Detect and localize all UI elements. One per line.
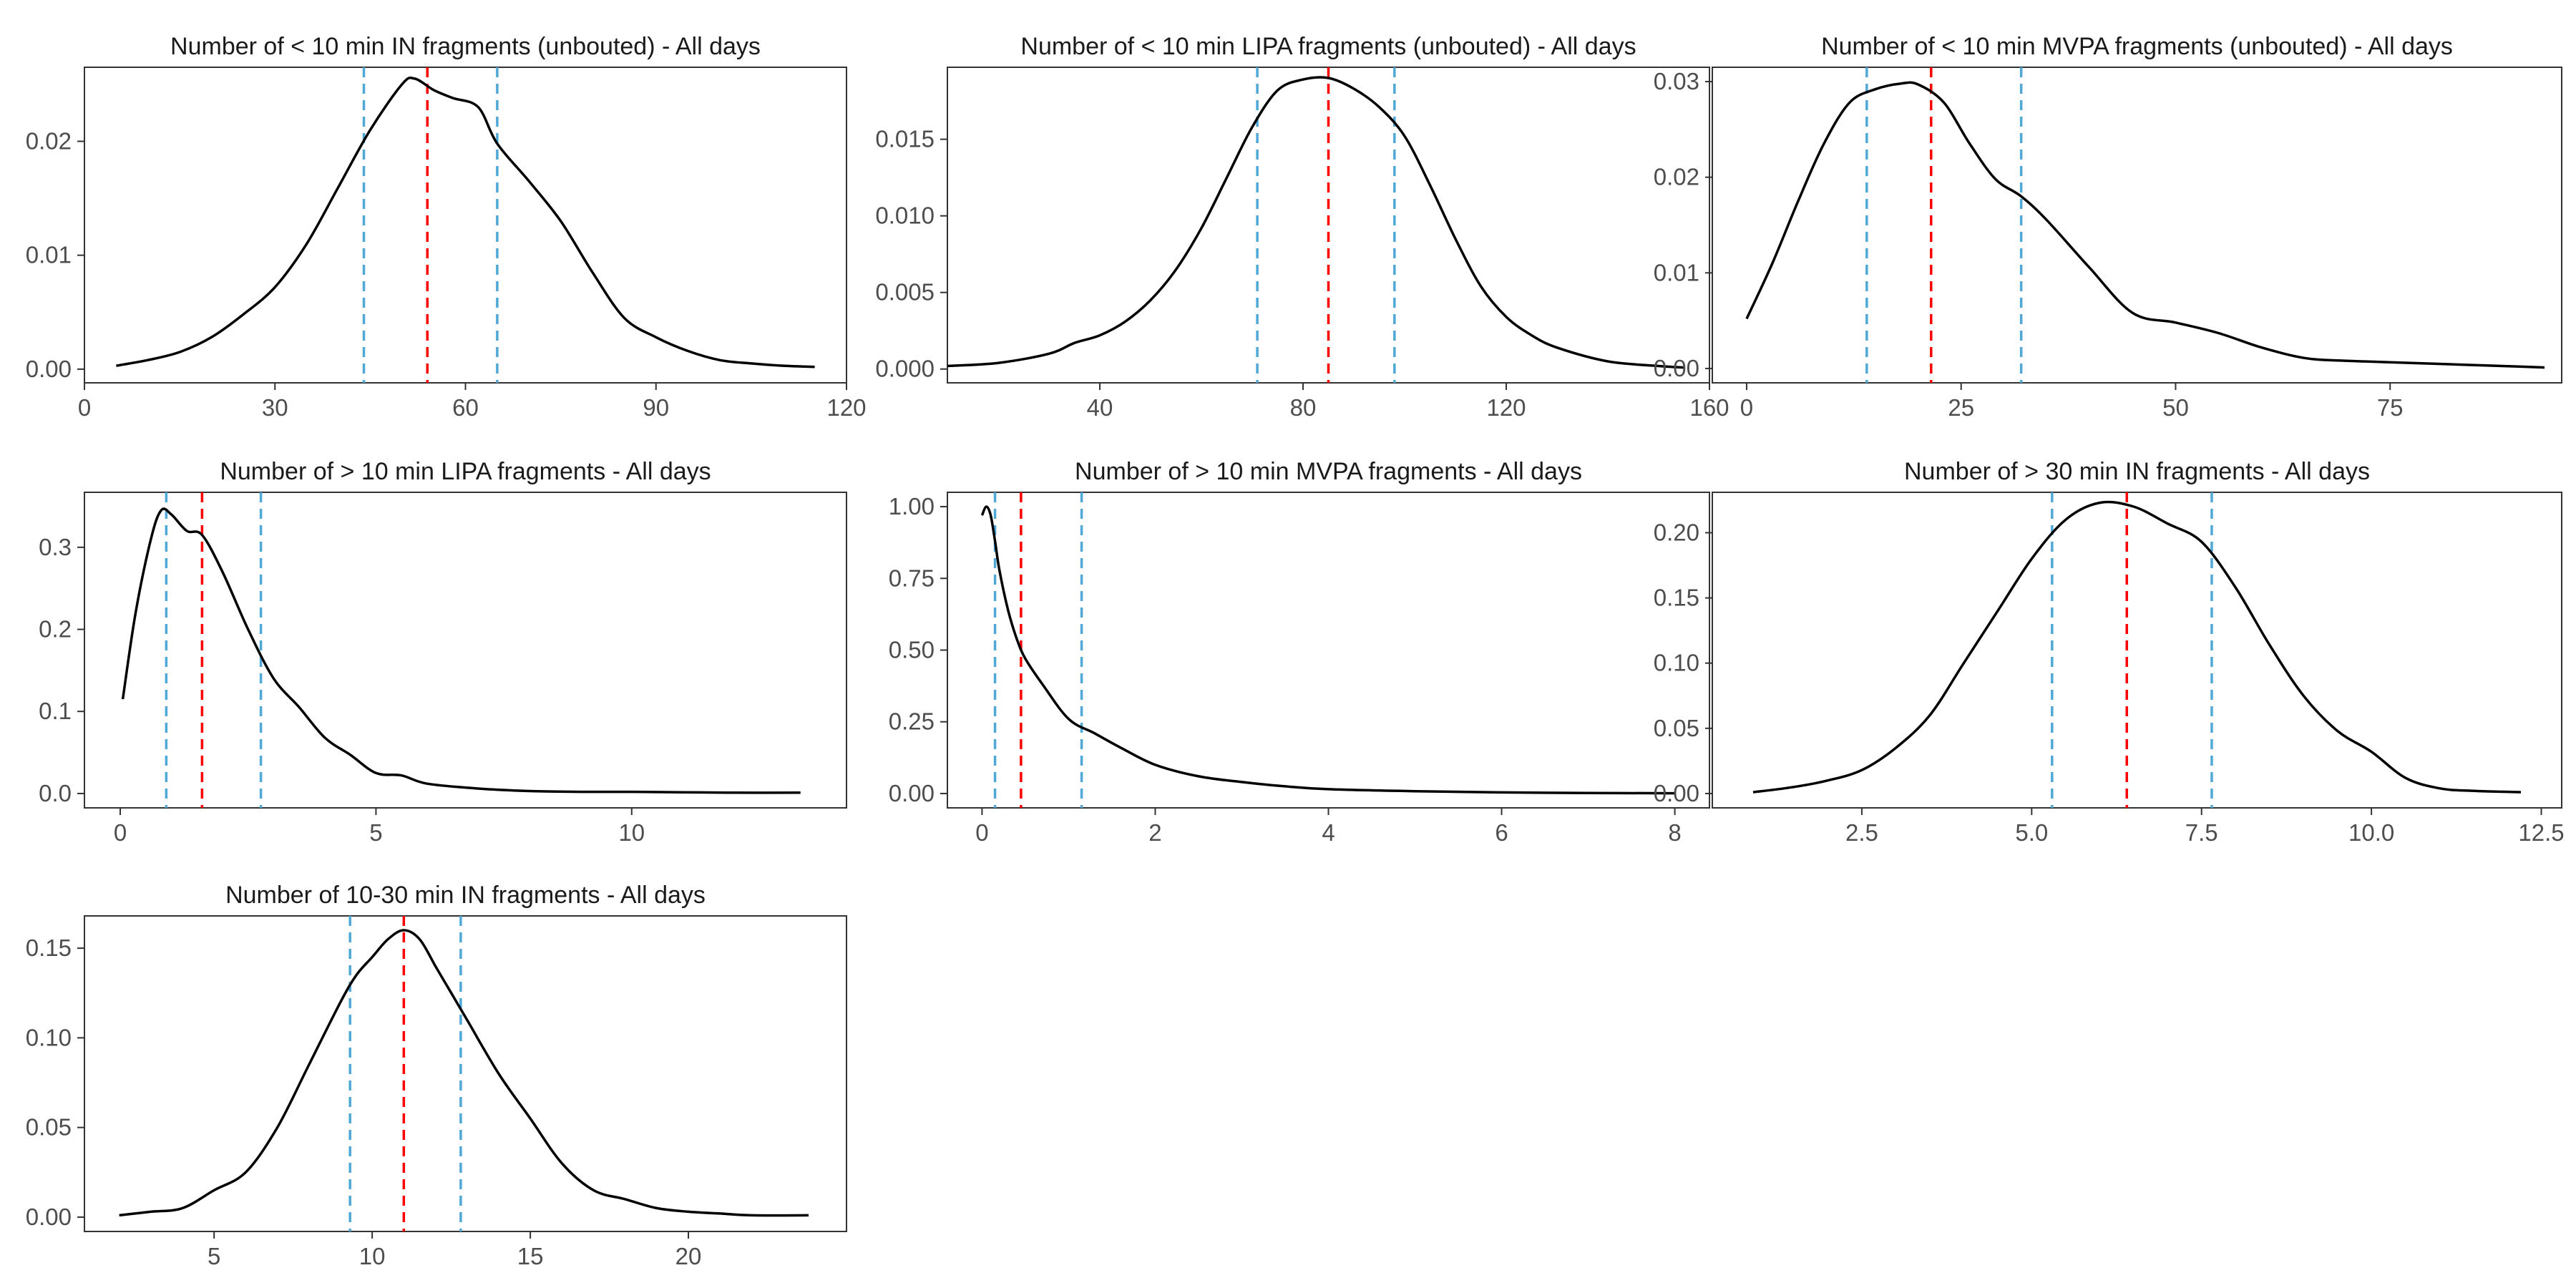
- y-tick-label: 0.02: [26, 127, 72, 154]
- panel-border: [84, 492, 847, 809]
- x-tick-label: 160: [1689, 394, 1729, 421]
- y-tick-label: 0.10: [1654, 650, 1699, 676]
- x-tick-label: 0: [1740, 394, 1753, 421]
- x-tick-label: 25: [1948, 394, 1974, 421]
- x-tick-label: 0: [975, 819, 988, 846]
- chart-panel-3: Number of < 10 min MVPA fragments (unbou…: [1654, 33, 2562, 421]
- y-tick-label: 0.05: [1654, 715, 1699, 741]
- density-curve: [116, 76, 815, 369]
- x-tick-label: 15: [517, 1243, 544, 1269]
- x-tick-label: 80: [1290, 394, 1317, 421]
- panel-border: [1712, 67, 2562, 384]
- x-tick-label: 0: [114, 819, 127, 846]
- y-tick-label: 0.15: [1654, 585, 1699, 611]
- panel-border: [1712, 492, 2562, 809]
- x-tick-label: 30: [262, 394, 288, 421]
- chart-panel-4: Number of > 10 min LIPA fragments - All …: [39, 458, 847, 846]
- x-tick-label: 60: [452, 394, 479, 421]
- chart-panel-7: Number of 10-30 min IN fragments - All d…: [26, 882, 847, 1269]
- y-tick-label: 0.02: [1654, 164, 1699, 190]
- x-tick-label: 4: [1322, 819, 1335, 846]
- y-tick-label: 0.25: [889, 708, 935, 735]
- x-tick-label: 5: [369, 819, 382, 846]
- y-tick-label: 1.00: [889, 493, 935, 519]
- panel-title: Number of > 10 min LIPA fragments - All …: [220, 458, 711, 485]
- y-tick-label: 0.01: [1654, 259, 1699, 286]
- y-tick-label: 0.75: [889, 565, 935, 591]
- density-curve: [1752, 500, 2522, 794]
- chart-panel-5: Number of > 10 min MVPA fragments - All …: [889, 458, 1710, 846]
- density-curve: [1745, 81, 2545, 369]
- x-tick-label: 6: [1495, 819, 1508, 846]
- x-tick-label: 2: [1148, 819, 1161, 846]
- y-tick-label: 0.00: [26, 1204, 72, 1230]
- y-tick-label: 0.15: [26, 935, 72, 961]
- y-tick-label: 0.00: [1654, 355, 1699, 381]
- y-tick-label: 0.00: [889, 780, 935, 806]
- density-curve: [119, 929, 809, 1217]
- x-tick-label: 8: [1668, 819, 1681, 846]
- panel-border: [84, 915, 847, 1232]
- panel-title: Number of 10-30 min IN fragments - All d…: [225, 882, 706, 909]
- density-curve: [947, 76, 1684, 369]
- chart-panel-6: Number of > 30 min IN fragments - All da…: [1654, 458, 2565, 846]
- y-tick-label: 0.1: [39, 698, 72, 724]
- panel-title: Number of > 10 min MVPA fragments - All …: [1075, 458, 1582, 485]
- y-tick-label: 0.50: [889, 637, 935, 663]
- y-tick-label: 0.0: [39, 780, 72, 806]
- panel-title: Number of > 30 min IN fragments - All da…: [1904, 458, 2370, 485]
- density-curve: [121, 507, 801, 794]
- x-tick-label: 120: [826, 394, 866, 421]
- x-tick-label: 7.5: [2185, 819, 2218, 846]
- y-tick-label: 0.05: [26, 1114, 72, 1141]
- x-tick-label: 12.5: [2518, 819, 2564, 846]
- y-tick-label: 0.01: [26, 242, 72, 268]
- y-tick-label: 0.03: [1654, 68, 1699, 94]
- x-tick-label: 5: [208, 1243, 220, 1269]
- y-tick-label: 0.015: [875, 126, 935, 152]
- chart-panel-2: Number of < 10 min LIPA fragments (unbou…: [875, 33, 1729, 421]
- x-tick-label: 20: [675, 1243, 702, 1269]
- y-tick-label: 0.00: [1654, 780, 1699, 806]
- y-tick-label: 0.10: [26, 1024, 72, 1050]
- x-tick-label: 10: [618, 819, 645, 846]
- panel-title: Number of < 10 min LIPA fragments (unbou…: [1020, 33, 1636, 60]
- y-tick-label: 0.2: [39, 616, 72, 643]
- chart-panel-1: Number of < 10 min IN fragments (unboute…: [26, 33, 867, 421]
- x-tick-label: 40: [1087, 394, 1113, 421]
- x-tick-label: 2.5: [1845, 819, 1878, 846]
- panel-border: [84, 67, 847, 384]
- y-tick-label: 0.000: [875, 356, 935, 382]
- x-tick-label: 10: [359, 1243, 386, 1269]
- x-tick-label: 50: [2162, 394, 2189, 421]
- y-tick-label: 0.005: [875, 279, 935, 306]
- panel-title: Number of < 10 min IN fragments (unboute…: [170, 33, 761, 60]
- x-tick-label: 10.0: [2348, 819, 2394, 846]
- x-tick-label: 0: [78, 394, 91, 421]
- y-tick-label: 0.20: [1654, 519, 1699, 545]
- x-tick-label: 75: [2377, 394, 2404, 421]
- x-tick-label: 90: [643, 394, 669, 421]
- density-curve: [980, 505, 1675, 795]
- x-tick-label: 120: [1486, 394, 1526, 421]
- panel-border: [947, 492, 1710, 809]
- y-tick-label: 0.3: [39, 534, 72, 560]
- y-tick-label: 0.010: [875, 203, 935, 229]
- y-tick-label: 0.00: [26, 356, 72, 382]
- panel-title: Number of < 10 min MVPA fragments (unbou…: [1821, 33, 2453, 60]
- x-tick-label: 5.0: [2015, 819, 2048, 846]
